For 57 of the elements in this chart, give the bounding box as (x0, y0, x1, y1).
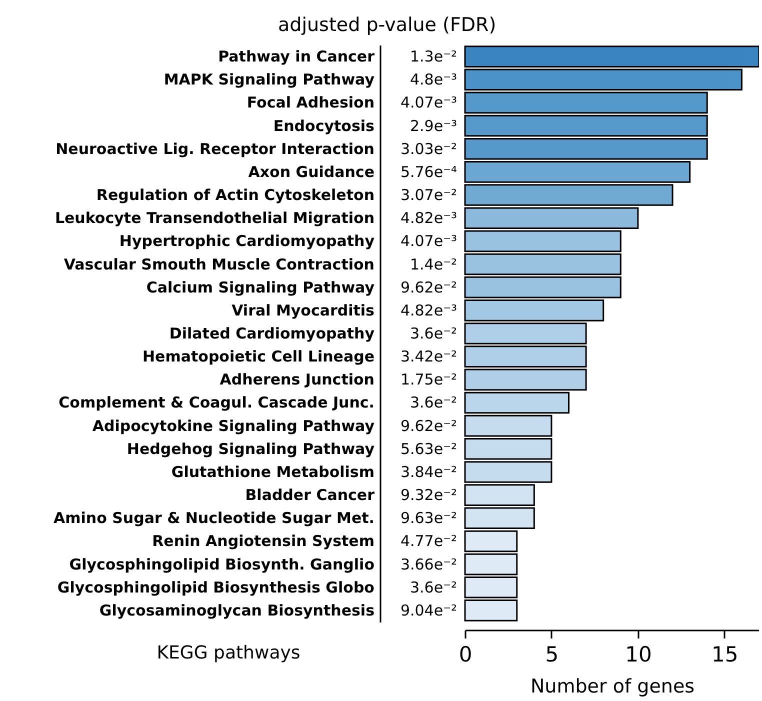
y-tick-label: Hedgehog Signaling Pathway (126, 440, 375, 458)
y-tick-label: Amino Sugar & Nucleotide Sugar Met. (54, 509, 374, 528)
chart-title: adjusted p-value (FDR) (278, 14, 496, 36)
text: 3.07e⁻² (400, 186, 457, 204)
text: 1.4e⁻² (410, 255, 457, 274)
text: 9.32e⁻² (400, 486, 457, 504)
y-tick-label: Adherens Junction (220, 370, 374, 389)
text: 4.82e⁻³ (400, 209, 457, 228)
y-tick-label: Glycosphingolipid Biosynthesis Globo (57, 578, 374, 596)
y-tick-label: Adipocytokine Signaling Pathway (92, 416, 375, 435)
text: 3.03e⁻² (400, 140, 457, 158)
text: 5.63e⁻² (400, 440, 457, 458)
x-axis-title: Number of genes (530, 676, 695, 698)
y-tick-label: Regulation of Actin Cytoskeleton (96, 186, 374, 204)
text: 9.04e⁻² (400, 601, 457, 620)
y-tick-label: Viral Myocarditis (232, 301, 375, 320)
y-tick-label: Leukocyte Transendothelial Migration (54, 209, 374, 228)
x-tick-label: 10 (625, 642, 652, 666)
text: 9.62e⁻² (400, 278, 457, 296)
y-tick-label: Dilated Cardiomyopathy (169, 324, 375, 342)
y-tick-label: MAPK Signaling Pathway (164, 70, 375, 89)
x-tick-label: 5 (545, 642, 559, 666)
text: 3.66e⁻² (400, 555, 457, 574)
text: 9.63e⁻² (400, 509, 457, 528)
text: 4.77e⁻² (400, 532, 457, 550)
y-tick-label: Axon Guidance (248, 162, 374, 181)
y-tick-label: Bladder Cancer (245, 486, 376, 504)
text: 4.8e⁻³ (410, 70, 457, 89)
y-tick-label: Glutathione Metabolism (171, 462, 374, 481)
x-tick-label: 0 (458, 642, 472, 666)
x-tick-label: 15 (712, 642, 738, 666)
y-tick-label: Hypertrophic Cardiomyopathy (119, 232, 375, 250)
text: 3.42e⁻² (400, 348, 457, 366)
text: 3.84e⁻² (400, 462, 457, 481)
y-tick-label: Endocytosis (273, 116, 375, 135)
text: 5.76e⁻⁴ (400, 162, 457, 181)
y-tick-label: Calcium Signaling Pathway (146, 278, 375, 296)
y-tick-label: Hematopoietic Cell Lineage (142, 348, 374, 366)
text: 4.07e⁻³ (400, 232, 457, 250)
y-tick-label: Pathway in Cancer (218, 48, 376, 66)
text: 1.75e⁻² (400, 370, 457, 389)
text: 2.9e⁻³ (410, 116, 457, 135)
text: 9.62e⁻² (400, 416, 457, 435)
y-tick-label: Renin Angiotensin System (152, 532, 374, 550)
text: 4.82e⁻³ (400, 301, 457, 320)
y-tick-label: Vascular Smouth Muscle Contraction (64, 255, 374, 274)
y-tick-label: Focal Adhesion (246, 94, 374, 112)
y-tick-label: Glycosphingolipid Biosynth. Ganglio (69, 555, 374, 574)
y-tick-label: Complement & Coagul. Cascade Junc. (58, 394, 374, 412)
text: 3.6e⁻² (410, 578, 457, 596)
text: 3.6e⁻² (410, 324, 457, 342)
y-axis-title: KEGG pathways (156, 642, 300, 664)
text: 3.6e⁻² (410, 394, 457, 412)
y-tick-label: Neuroactive Lig. Receptor Interaction (56, 140, 374, 158)
text: 1.3e⁻² (410, 48, 457, 66)
y-tick-label: Glycosaminoglycan Biosynthesis (99, 601, 375, 620)
text: 4.07e⁻³ (400, 94, 457, 112)
